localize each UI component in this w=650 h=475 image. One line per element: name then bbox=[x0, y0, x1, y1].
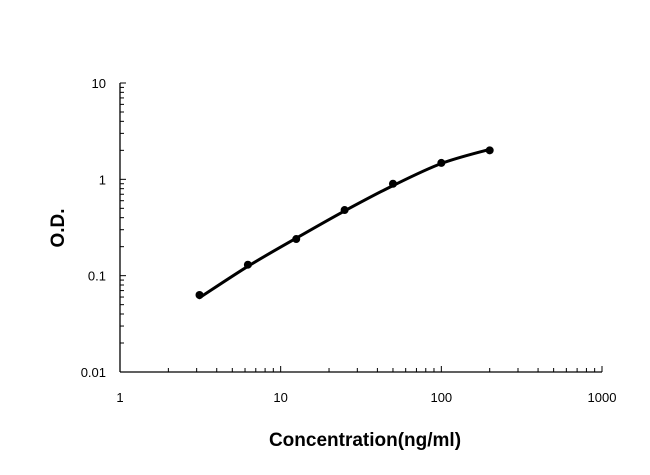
y-tick-label: 10 bbox=[92, 76, 106, 91]
y-axis-tick-labels: 0.01 0.1 1 10 bbox=[81, 76, 106, 380]
y-tick-label: 0.1 bbox=[88, 269, 106, 284]
fit-curve bbox=[198, 147, 492, 300]
data-point bbox=[243, 260, 252, 269]
x-axis-ticks bbox=[119, 366, 603, 372]
x-tick-label: 10 bbox=[273, 390, 287, 405]
data-point bbox=[340, 206, 349, 215]
x-tick-label: 100 bbox=[430, 390, 452, 405]
y-tick-label: 0.01 bbox=[81, 365, 106, 380]
data-point bbox=[195, 290, 204, 299]
y-tick-label: 1 bbox=[99, 172, 106, 187]
data-point bbox=[388, 179, 397, 188]
axes bbox=[119, 83, 602, 373]
y-axis-ticks bbox=[120, 82, 126, 373]
y-axis-title: O.D. bbox=[48, 208, 69, 247]
x-axis-tick-labels: 1 10 100 1000 bbox=[116, 390, 616, 405]
data-point bbox=[437, 158, 446, 167]
data-point bbox=[485, 146, 494, 155]
data-points bbox=[195, 146, 494, 299]
data-point bbox=[292, 235, 301, 244]
x-tick-label: 1 bbox=[116, 390, 123, 405]
x-tick-label: 1000 bbox=[588, 390, 617, 405]
x-axis-title: Concentration(ng/ml) bbox=[269, 430, 461, 451]
